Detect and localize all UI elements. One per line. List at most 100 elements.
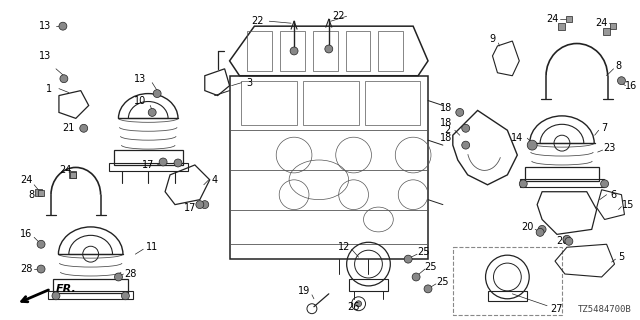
Text: 18: 18: [440, 118, 452, 128]
Bar: [113, 150, 183, 165]
Circle shape: [461, 124, 470, 132]
Text: 26: 26: [348, 302, 360, 312]
Text: 16: 16: [20, 229, 32, 239]
Bar: [38, 190, 44, 196]
Text: 28: 28: [20, 264, 33, 274]
Bar: [365, 81, 420, 125]
Circle shape: [201, 201, 209, 209]
Text: 3: 3: [246, 78, 253, 88]
Bar: [53, 279, 129, 293]
Text: 24: 24: [546, 14, 558, 24]
Circle shape: [174, 159, 182, 167]
Text: 21: 21: [63, 123, 75, 133]
Circle shape: [37, 240, 45, 248]
Circle shape: [461, 141, 470, 149]
Text: 13: 13: [39, 51, 51, 61]
Circle shape: [60, 75, 68, 83]
Bar: [70, 172, 76, 178]
Bar: [230, 76, 428, 259]
Bar: [303, 81, 358, 125]
Bar: [559, 23, 565, 30]
Text: 16: 16: [625, 81, 637, 91]
Text: 14: 14: [511, 133, 524, 143]
Bar: [520, 179, 604, 187]
Circle shape: [456, 108, 464, 116]
Text: 4: 4: [212, 175, 218, 185]
Circle shape: [115, 273, 122, 281]
Text: 17: 17: [142, 160, 154, 170]
Bar: [313, 31, 338, 71]
Circle shape: [148, 108, 156, 116]
Circle shape: [80, 124, 88, 132]
Circle shape: [52, 292, 60, 300]
Circle shape: [519, 180, 527, 188]
Text: 25: 25: [425, 262, 437, 272]
Circle shape: [159, 158, 167, 166]
Text: 22: 22: [251, 16, 264, 26]
Bar: [48, 291, 133, 299]
Text: 6: 6: [611, 190, 616, 200]
Circle shape: [424, 285, 432, 293]
Text: 1: 1: [46, 84, 52, 94]
Text: 11: 11: [146, 242, 158, 252]
Bar: [248, 31, 272, 71]
Bar: [525, 167, 598, 181]
Circle shape: [565, 237, 573, 245]
Bar: [280, 31, 305, 71]
Circle shape: [527, 140, 537, 150]
Text: 17: 17: [184, 203, 196, 212]
Text: 25: 25: [436, 277, 449, 287]
Text: 20: 20: [521, 222, 533, 232]
Bar: [488, 291, 527, 301]
Text: 8: 8: [616, 61, 621, 71]
Bar: [566, 16, 572, 22]
Text: 13: 13: [39, 21, 51, 31]
Text: 9: 9: [490, 34, 495, 44]
Text: 19: 19: [298, 286, 310, 296]
Circle shape: [37, 265, 45, 273]
Text: 24: 24: [20, 175, 33, 185]
Circle shape: [59, 22, 67, 30]
Text: 8: 8: [28, 190, 34, 200]
Bar: [35, 189, 42, 196]
Text: 15: 15: [622, 200, 635, 210]
Text: 20: 20: [556, 236, 568, 246]
Circle shape: [404, 255, 412, 263]
Text: 10: 10: [134, 96, 147, 106]
Bar: [603, 28, 610, 35]
Text: 13: 13: [134, 74, 147, 84]
Text: 7: 7: [602, 123, 608, 133]
Text: 28: 28: [124, 269, 136, 279]
Text: 22: 22: [332, 11, 345, 21]
Circle shape: [196, 201, 204, 209]
Circle shape: [563, 235, 571, 243]
Bar: [609, 23, 616, 29]
Circle shape: [538, 225, 546, 233]
Circle shape: [325, 45, 333, 53]
Circle shape: [290, 47, 298, 55]
Text: 23: 23: [604, 143, 616, 153]
Circle shape: [356, 301, 362, 307]
Text: 24: 24: [595, 18, 608, 28]
Bar: [346, 31, 371, 71]
Circle shape: [122, 292, 129, 300]
Circle shape: [153, 90, 161, 98]
Bar: [69, 172, 76, 178]
Bar: [241, 81, 297, 125]
Bar: [109, 163, 188, 171]
Text: FR.: FR.: [56, 284, 77, 294]
Circle shape: [601, 180, 609, 188]
Bar: [453, 247, 562, 315]
Circle shape: [536, 228, 544, 236]
Text: 25: 25: [417, 247, 429, 257]
Text: 5: 5: [618, 252, 625, 262]
Text: TZ5484700B: TZ5484700B: [578, 305, 632, 314]
Bar: [349, 279, 388, 291]
Text: 27: 27: [551, 304, 563, 314]
Text: 2: 2: [445, 125, 451, 135]
Text: 18: 18: [440, 133, 452, 143]
Bar: [378, 31, 403, 71]
Text: 18: 18: [440, 103, 452, 114]
Circle shape: [618, 77, 625, 85]
Text: 24: 24: [60, 165, 72, 175]
